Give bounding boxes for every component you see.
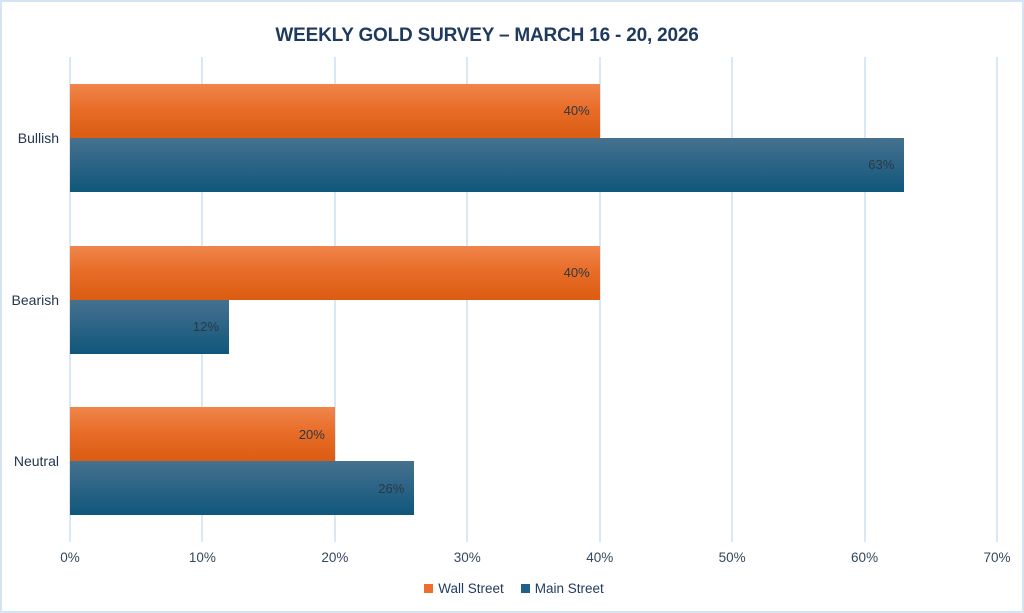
- value-label: 26%: [378, 480, 405, 496]
- legend: Wall Street Main Street: [2, 581, 1022, 596]
- gridline-60%: [863, 57, 866, 542]
- legend-item-wall-street: Wall Street: [424, 581, 504, 596]
- category-label-neutral: Neutral: [13, 453, 59, 470]
- legend-swatch-wall-street: [424, 584, 434, 593]
- gridline-30%: [466, 57, 469, 542]
- x-tick-label: 10%: [188, 550, 216, 565]
- chart-title: WEEKLY GOLD SURVEY – MARCH 16 - 20, 2026: [275, 25, 699, 46]
- value-label: 12%: [192, 319, 219, 334]
- x-tick-label: 0%: [60, 550, 80, 565]
- legend-item-main-street: Main Street: [520, 581, 604, 596]
- x-tick-label: 30%: [453, 550, 481, 565]
- bar-main-street-bullish: 63%: [70, 137, 905, 192]
- legend-label: Main Street: [534, 581, 604, 596]
- gridline-40%: [598, 57, 601, 542]
- category-label-bearish: Bearish: [11, 291, 59, 308]
- value-label: 63%: [868, 157, 895, 173]
- legend-swatch-main-street: [520, 584, 530, 593]
- bar-wall-street-bullish: 40%: [70, 83, 600, 138]
- x-tick-label: 60%: [851, 550, 879, 565]
- plot-area: 40% 63% 40% 12% 20% 26%: [69, 57, 998, 542]
- bar-wall-street-bearish: 40%: [70, 245, 600, 300]
- legend-label: Wall Street: [438, 581, 504, 596]
- x-tick-label: 20%: [321, 550, 349, 565]
- value-label: 20%: [298, 426, 325, 442]
- gridline-50%: [731, 57, 734, 542]
- bar-main-street-bearish: 12%: [70, 299, 229, 354]
- gridline-20%: [333, 57, 336, 542]
- x-axis: 0% 10% 20% 30% 40% 50% 60% 70%: [60, 550, 1010, 568]
- bar-wall-street-neutral: 20%: [70, 407, 335, 462]
- gridline-70%: [996, 57, 998, 542]
- bar-main-street-neutral: 26%: [70, 461, 415, 516]
- x-tick-label: 40%: [586, 550, 614, 565]
- x-tick-label: 70%: [983, 550, 1011, 565]
- value-label: 40%: [563, 265, 590, 280]
- x-tick-label: 50%: [718, 550, 746, 565]
- category-label-bullish: Bullish: [17, 129, 59, 146]
- value-label: 40%: [563, 103, 590, 119]
